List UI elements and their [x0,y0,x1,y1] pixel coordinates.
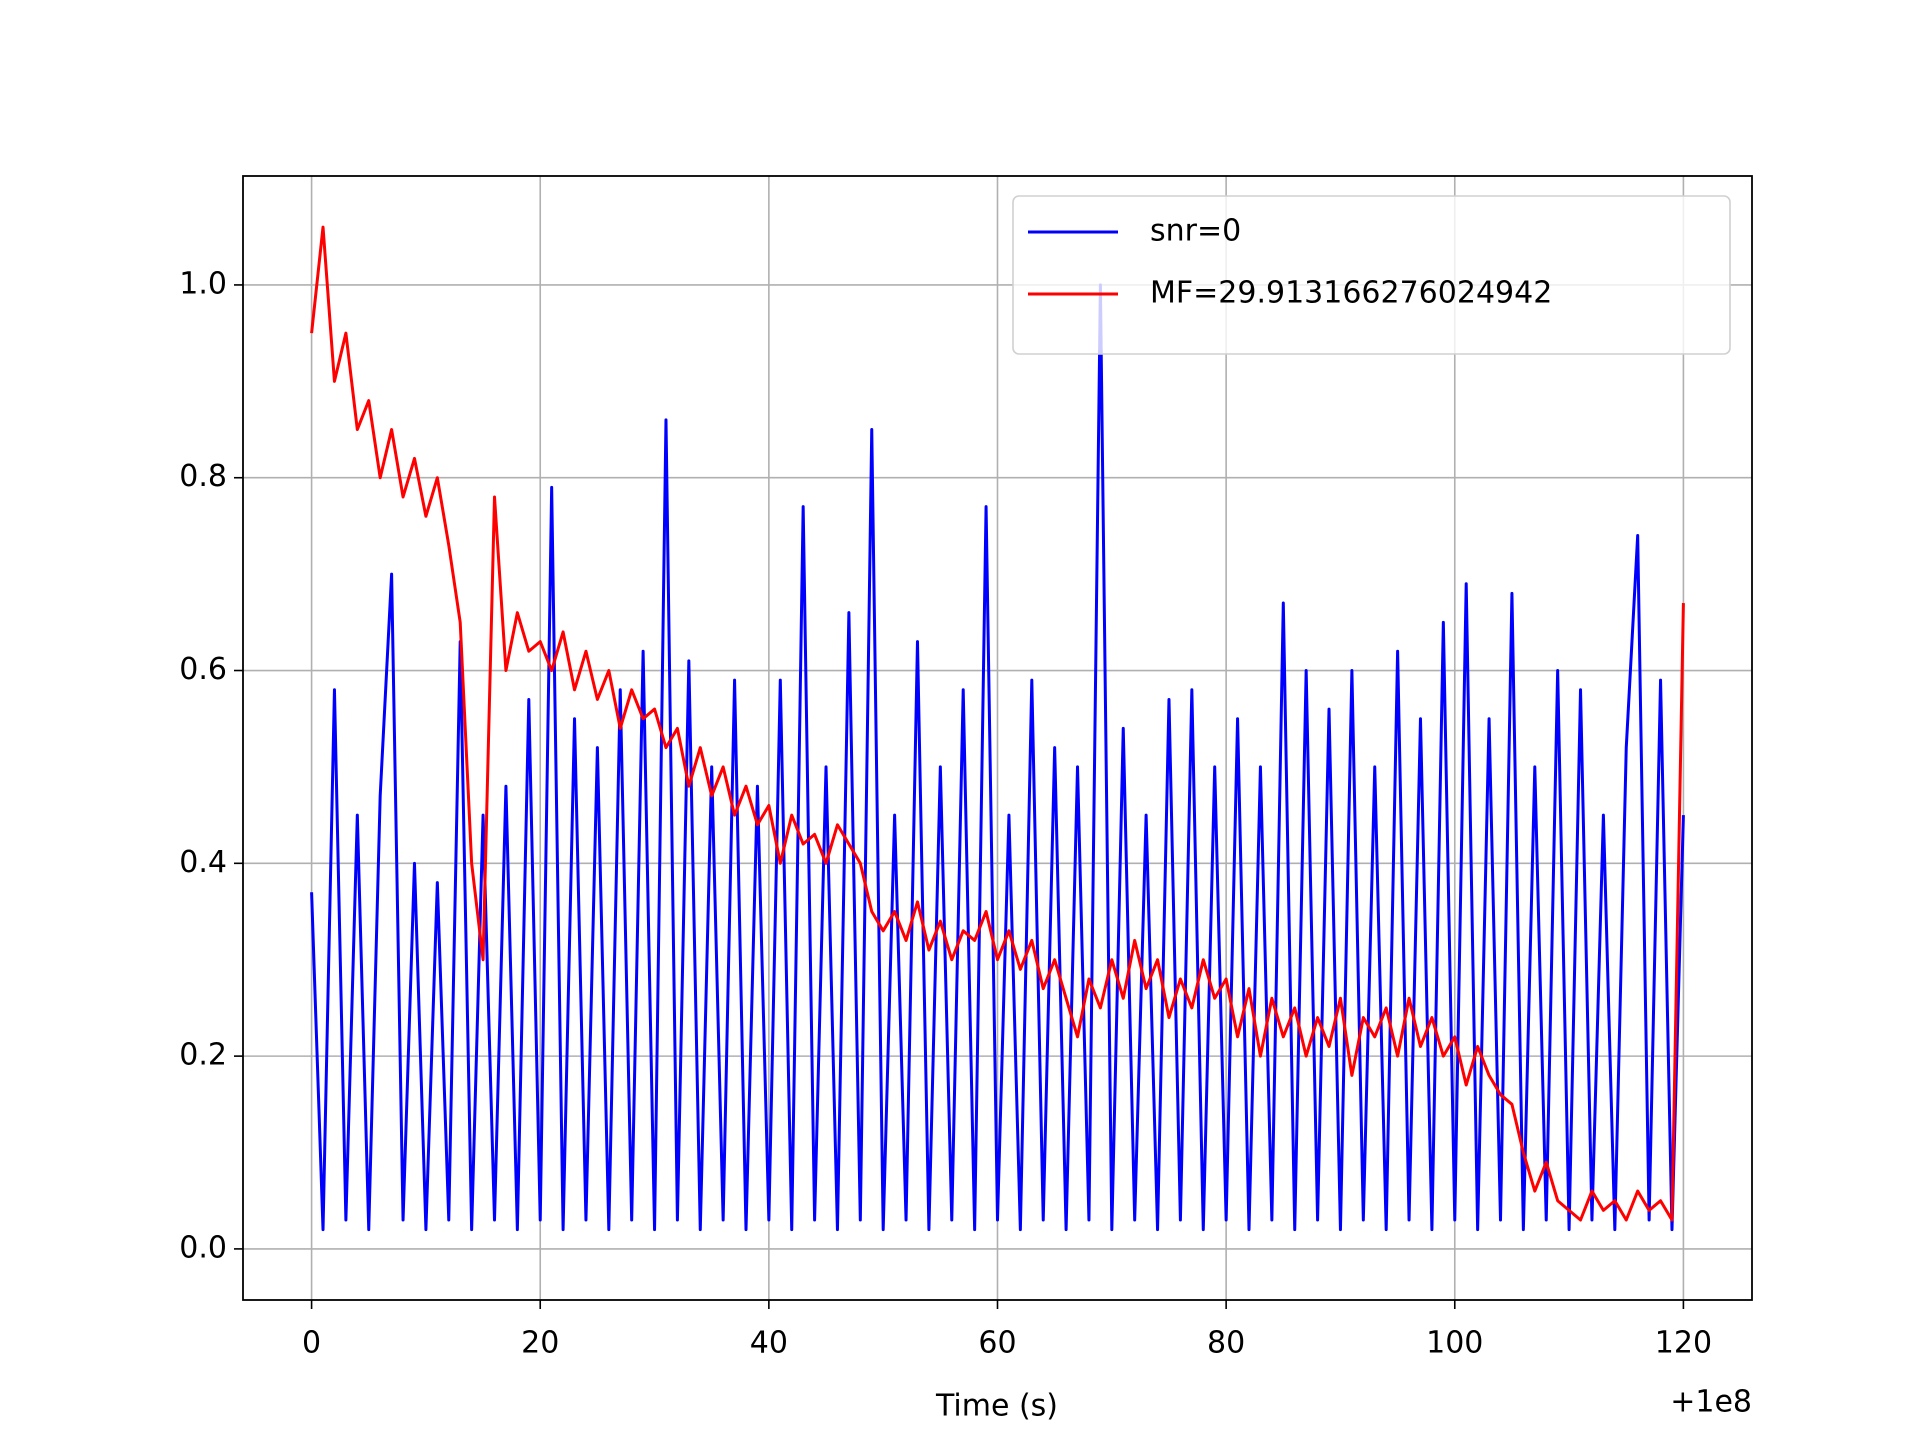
x-tick-label: 40 [750,1326,788,1361]
y-tick-label: 0.0 [179,1230,227,1265]
x-axis-label: Time (s) [935,1389,1058,1424]
y-tick-label: 0.6 [179,652,227,687]
x-tick-label: 120 [1655,1326,1712,1361]
x-tick-label: 100 [1426,1326,1483,1361]
x-tick-label: 60 [978,1326,1016,1361]
x-offset-label: +1e8 [1670,1385,1752,1420]
data-line [310,283,1685,1232]
y-tick-label: 1.0 [179,266,227,301]
y-tick-label: 0.8 [179,459,227,494]
y-tick-label: 0.4 [179,845,227,880]
data-line [310,225,1685,1222]
plot-frame [242,175,1753,1301]
x-tick-label: 20 [521,1326,559,1361]
y-tick-label: 0.2 [179,1038,227,1073]
x-tick-label: 80 [1207,1326,1245,1361]
x-tick-label: 0 [302,1326,321,1361]
legend-box [1012,195,1731,355]
legend-label: snr=0 [1150,214,1241,249]
legend-label: MF=29.913166276024942 [1150,276,1552,311]
